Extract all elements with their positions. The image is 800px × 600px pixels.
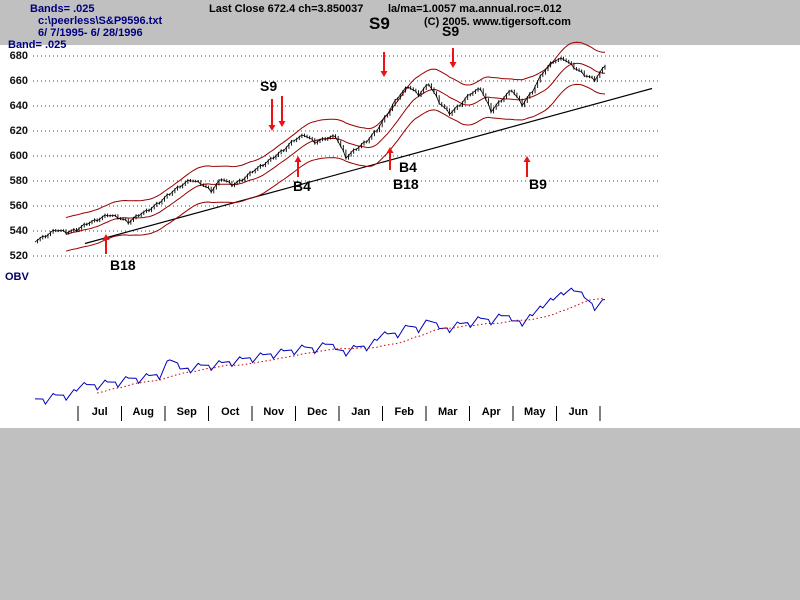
last-close-readout: Last Close 672.4 ch=3.850037: [209, 3, 364, 15]
ma-ratio-readout: la/ma=1.0057 ma.annual.roc=.012: [388, 3, 562, 15]
copyright-label: (C) 2005. www.tigersoft.com: [424, 16, 571, 28]
band-setting-label: Band= .025: [8, 39, 67, 51]
obv-panel-label: OBV: [5, 271, 29, 283]
chart-plot-background: [0, 45, 800, 428]
date-range-label: 6/ 7/1995- 6/ 28/1996: [38, 27, 143, 39]
bands-setting-label: Bands= .025: [30, 3, 95, 15]
file-path-label: c:\peerless\S&P9596.txt: [38, 15, 163, 27]
